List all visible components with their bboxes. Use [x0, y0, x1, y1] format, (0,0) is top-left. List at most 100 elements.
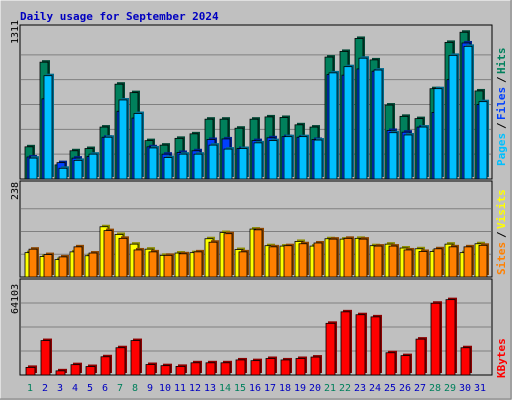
day-label-22: 22: [339, 383, 351, 394]
sites-bar-day-8: [133, 249, 143, 278]
kbytes-bar-day-5: [85, 366, 96, 376]
day-label-2: 2: [42, 383, 48, 394]
panel2-ymax-label: 238: [10, 182, 21, 200]
day-label-3: 3: [57, 383, 63, 394]
sites-bar-day-29: [448, 246, 458, 278]
pages-bar-day-8: [133, 113, 143, 180]
day-label-23: 23: [354, 383, 366, 394]
day-label-18: 18: [279, 383, 291, 394]
pages-bar-day-4: [73, 159, 83, 180]
sites-bar-day-28: [433, 248, 443, 278]
pages-bar-day-15: [238, 148, 248, 180]
sites-bar-day-1: [28, 248, 38, 278]
sites-bar-day-20: [313, 242, 323, 278]
pages-bar-day-16: [253, 142, 263, 180]
day-label-10: 10: [159, 383, 171, 394]
sites-bar-day-15: [238, 251, 248, 278]
day-label-5: 5: [87, 383, 93, 394]
pages-bar-day-30: [463, 45, 473, 180]
chart-title: Daily usage for September 2024: [20, 10, 219, 23]
day-label-6: 6: [102, 383, 108, 394]
day-label-17: 17: [264, 383, 276, 394]
pages-bar-day-1: [28, 157, 38, 180]
pages-bar-day-27: [418, 126, 428, 180]
sites-bar-day-30: [463, 246, 473, 278]
panel3-bars: [25, 297, 472, 376]
pages-bar-day-9: [148, 147, 158, 180]
pages-bar-day-5: [88, 153, 98, 180]
sites-bar-day-25: [388, 245, 398, 278]
sites-bar-day-21: [328, 238, 338, 278]
kbytes-bar-day-17: [265, 358, 276, 376]
sites-bar-day-31: [478, 244, 488, 278]
kbytes-bar-day-23: [355, 314, 366, 376]
pages-bar-day-23: [358, 57, 368, 180]
kbytes-bar-day-22: [340, 311, 351, 376]
kbytes-bar-day-28: [430, 302, 441, 376]
pages-bar-day-11: [178, 153, 188, 180]
pages-bar-day-22: [343, 66, 353, 180]
kbytes-bar-day-6: [100, 356, 111, 376]
day-label-13: 13: [204, 383, 216, 394]
sites-bar-day-26: [403, 249, 413, 278]
sites-bar-day-7: [118, 237, 128, 278]
p1-legend-hits: Hits: [495, 48, 508, 75]
panel1-ymax-label: 1311: [10, 20, 21, 44]
day-label-8: 8: [132, 383, 138, 394]
kbytes-bar-day-24: [370, 316, 381, 376]
panel3-ymax-label: 64103: [10, 284, 21, 314]
sites-bar-day-6: [103, 230, 113, 278]
pages-bar-day-13: [208, 144, 218, 180]
day-label-29: 29: [444, 383, 456, 394]
sites-bar-day-12: [193, 251, 203, 278]
pages-bar-day-25: [388, 132, 398, 180]
sites-bar-day-10: [163, 254, 173, 278]
sites-bar-day-5: [88, 252, 98, 278]
day-label-14: 14: [219, 383, 231, 394]
pages-bar-day-10: [163, 157, 173, 180]
p1-legend-separator: /: [495, 76, 508, 83]
sites-bar-day-24: [373, 245, 383, 278]
sites-bar-day-11: [178, 253, 188, 278]
sites-bar-day-23: [358, 238, 368, 278]
kbytes-bar-day-29: [445, 299, 456, 376]
day-label-11: 11: [174, 383, 186, 394]
sites-bar-day-14: [223, 233, 233, 278]
day-label-4: 4: [72, 383, 78, 394]
kbytes-bar-day-8: [130, 340, 141, 376]
pages-bar-day-18: [283, 136, 293, 180]
kbytes-bar-day-10: [160, 365, 171, 376]
p3-legend-kbytes: KBytes: [495, 338, 508, 378]
sites-bar-day-4: [73, 246, 83, 278]
sites-bar-day-18: [283, 245, 293, 278]
kbytes-bar-day-18: [280, 359, 291, 376]
day-label-12: 12: [189, 383, 201, 394]
kbytes-bar-day-16: [250, 360, 261, 376]
pages-bar-day-31: [478, 101, 488, 180]
day-label-7: 7: [117, 383, 123, 394]
pages-bar-day-19: [298, 136, 308, 180]
day-label-9: 9: [147, 383, 153, 394]
kbytes-bar-day-4: [70, 364, 81, 376]
day-label-21: 21: [324, 383, 336, 394]
sites-bar-day-2: [43, 254, 53, 278]
p1-legend-files: Files: [495, 87, 508, 120]
day-label-15: 15: [234, 383, 246, 394]
pages-bar-day-2: [43, 75, 53, 180]
kbytes-bar-day-2: [40, 340, 51, 376]
day-label-28: 28: [429, 383, 441, 394]
kbytes-bar-day-19: [295, 358, 306, 376]
kbytes-bar-day-20: [310, 356, 321, 376]
sites-bar-day-17: [268, 246, 278, 278]
kbytes-bar-day-26: [400, 355, 411, 376]
panel1-bars: [24, 30, 489, 180]
pages-bar-day-17: [268, 140, 278, 180]
panel2-legend: Sites / Visits: [495, 189, 508, 275]
panel3-legend: KBytes: [495, 338, 508, 378]
kbytes-bar-day-14: [220, 362, 231, 376]
pages-bar-day-6: [103, 136, 113, 180]
day-label-16: 16: [249, 383, 261, 394]
sites-bar-day-27: [418, 251, 428, 278]
pages-bar-day-26: [403, 134, 413, 180]
